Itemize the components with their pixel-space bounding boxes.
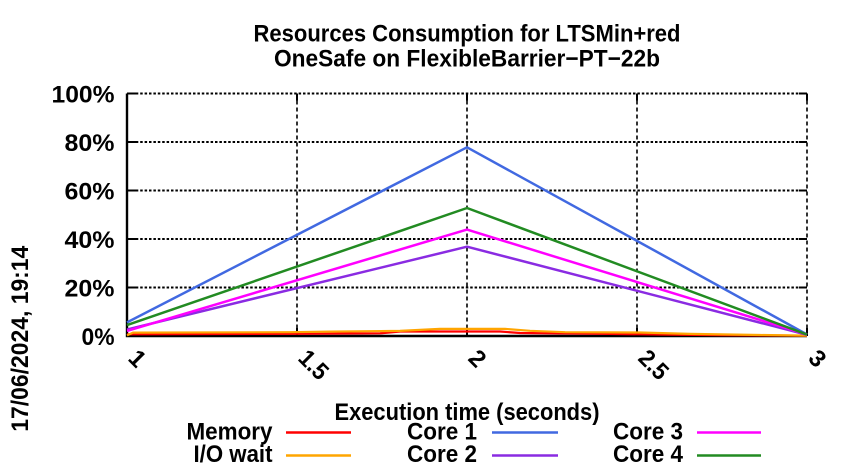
svg-text:0%: 0% bbox=[82, 324, 115, 351]
svg-text:100%: 100% bbox=[52, 81, 115, 108]
svg-text:Core 1: Core 1 bbox=[407, 419, 477, 446]
svg-text:Core 2: Core 2 bbox=[407, 441, 477, 468]
svg-text:OneSafe on FlexibleBarrier−PT−: OneSafe on FlexibleBarrier−PT−22b bbox=[274, 46, 660, 73]
svg-text:Core 4: Core 4 bbox=[613, 441, 684, 468]
svg-text:I/O wait: I/O wait bbox=[194, 441, 273, 468]
svg-text:80%: 80% bbox=[65, 130, 115, 157]
svg-text:60%: 60% bbox=[65, 178, 115, 205]
svg-text:Resources Consumption for LTSM: Resources Consumption for LTSMin+red bbox=[254, 21, 681, 48]
svg-text:17/06/2024, 19:14: 17/06/2024, 19:14 bbox=[7, 245, 34, 432]
svg-text:40%: 40% bbox=[65, 227, 115, 254]
svg-text:Memory: Memory bbox=[187, 419, 274, 446]
svg-text:Core 3: Core 3 bbox=[613, 419, 683, 446]
svg-text:Execution time (seconds): Execution time (seconds) bbox=[335, 399, 600, 426]
svg-text:20%: 20% bbox=[65, 275, 115, 302]
